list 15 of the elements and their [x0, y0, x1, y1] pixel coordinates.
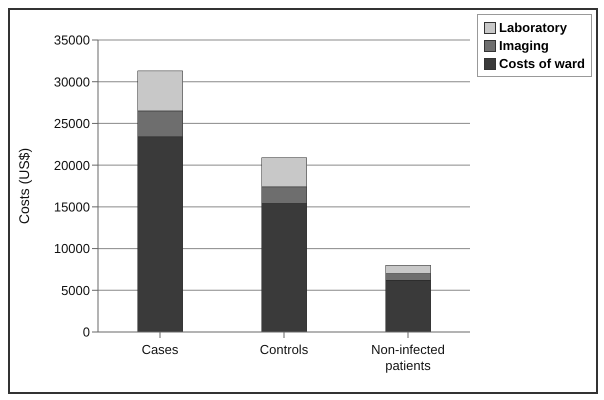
y-tick-label: 0: [82, 324, 90, 340]
y-tick-label: 15000: [54, 199, 90, 214]
y-tick-label: 5000: [61, 282, 90, 298]
legend-label: Costs of ward: [499, 56, 585, 71]
legend-label: Imaging: [499, 38, 549, 53]
y-tick-label: 30000: [54, 74, 90, 90]
x-tick-label: Non-infected patients: [371, 342, 445, 373]
y-tick-label: 35000: [54, 32, 90, 48]
legend-label: Laboratory: [499, 20, 567, 35]
x-tick-label: Cases: [142, 342, 179, 357]
y-axis-title: Costs (US$): [16, 148, 32, 224]
x-tick-label: Controls: [260, 342, 309, 357]
y-tick-label: 25000: [54, 116, 90, 132]
y-tick-label: 20000: [54, 158, 90, 173]
y-tick-label: 10000: [54, 241, 90, 256]
